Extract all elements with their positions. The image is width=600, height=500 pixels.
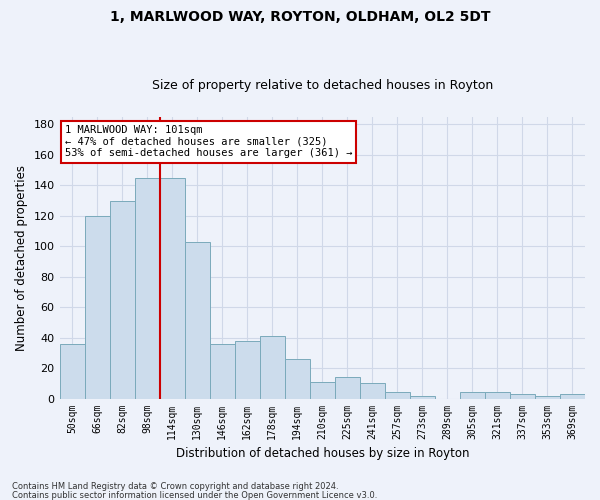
Text: 1, MARLWOOD WAY, ROYTON, OLDHAM, OL2 5DT: 1, MARLWOOD WAY, ROYTON, OLDHAM, OL2 5DT [110, 10, 490, 24]
Bar [185, 242, 209, 398]
Bar [209, 344, 235, 398]
Bar [335, 377, 360, 398]
Title: Size of property relative to detached houses in Royton: Size of property relative to detached ho… [152, 79, 493, 92]
Bar [59, 344, 85, 398]
Bar [260, 336, 285, 398]
Y-axis label: Number of detached properties: Number of detached properties [15, 164, 28, 350]
Bar [310, 382, 335, 398]
Bar [385, 392, 410, 398]
Bar [285, 359, 310, 399]
Bar [510, 394, 535, 398]
Bar [160, 178, 185, 398]
Bar [535, 396, 560, 398]
Bar [235, 340, 260, 398]
Bar [560, 394, 585, 398]
Text: Contains HM Land Registry data © Crown copyright and database right 2024.: Contains HM Land Registry data © Crown c… [12, 482, 338, 491]
Text: Contains public sector information licensed under the Open Government Licence v3: Contains public sector information licen… [12, 490, 377, 500]
Bar [410, 396, 435, 398]
Bar [485, 392, 510, 398]
Bar [460, 392, 485, 398]
Bar [134, 178, 160, 398]
X-axis label: Distribution of detached houses by size in Royton: Distribution of detached houses by size … [176, 447, 469, 460]
Bar [360, 384, 385, 398]
Bar [110, 200, 134, 398]
Bar [85, 216, 110, 398]
Text: 1 MARLWOOD WAY: 101sqm
← 47% of detached houses are smaller (325)
53% of semi-de: 1 MARLWOOD WAY: 101sqm ← 47% of detached… [65, 125, 352, 158]
